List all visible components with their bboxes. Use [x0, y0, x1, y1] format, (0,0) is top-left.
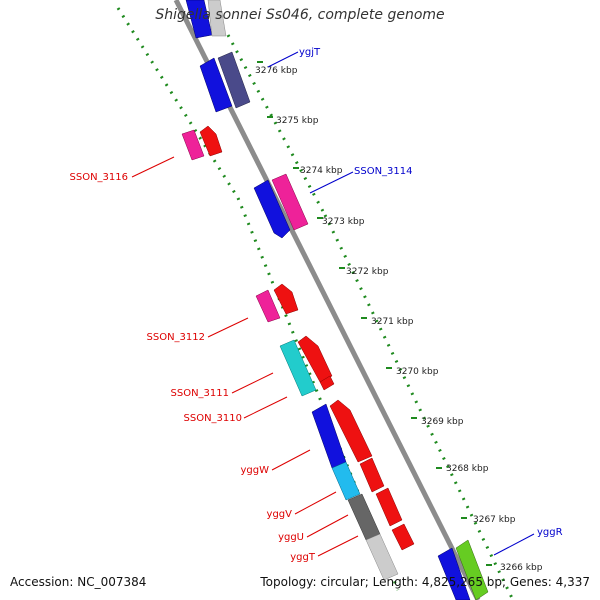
gene-red-3116[interactable]: [199, 125, 223, 157]
tick-label-3270: 3270 kbp: [396, 367, 439, 377]
accession-label: Accession: NC_007384: [10, 575, 147, 589]
gene-sky-yggV[interactable]: [331, 461, 361, 501]
gene-label-yggR: yggR: [537, 527, 563, 538]
tick-label-3274: 3274 kbp: [300, 166, 343, 176]
gene-red-3110[interactable]: [319, 375, 335, 391]
gene-red-yggV[interactable]: [359, 457, 385, 493]
gene-top-silver[interactable]: [207, 0, 227, 37]
tick-label-3276: 3276 kbp: [255, 66, 298, 76]
reverse-strand-genes: [181, 125, 415, 551]
tick-label-3266: 3266 kbp: [500, 563, 543, 573]
genome-title: Shigella sonnei Ss046, complete genome: [155, 7, 445, 23]
gene-red-yggW[interactable]: [329, 399, 373, 463]
gene-label-yggT: yggT: [290, 552, 316, 563]
tick-label-3272: 3272 kbp: [346, 267, 389, 277]
tick-marks: [257, 61, 492, 566]
gene-label-SSON_3116: SSON_3116: [70, 172, 129, 183]
gene-label-SSON_3112: SSON_3112: [147, 332, 206, 343]
gene-blue-yggR[interactable]: [437, 547, 471, 600]
gene-cyan-3111[interactable]: [279, 339, 317, 397]
gene-gray-yggU[interactable]: [347, 493, 381, 541]
tick-label-3271: 3271 kbp: [371, 317, 414, 327]
tick-label-3273: 3273 kbp: [322, 217, 365, 227]
gene-red-yggU[interactable]: [375, 487, 403, 527]
gene-label-yggU: yggU: [278, 532, 304, 543]
gene-red-3112[interactable]: [273, 283, 299, 315]
gene-red-yggT[interactable]: [391, 523, 415, 551]
tick-label-3275: 3275 kbp: [276, 116, 319, 126]
tick-label-3269: 3269 kbp: [421, 417, 464, 427]
gene-label-ygjT: ygjT: [299, 47, 321, 58]
gene-navy-3276[interactable]: [217, 51, 251, 109]
gene-label-yggW: yggW: [240, 465, 269, 476]
topology-label: Topology: circular; Length: 4,825,265 bp…: [260, 575, 590, 589]
gene-label-SSON_3110: SSON_3110: [184, 413, 243, 424]
gene-blue-3276[interactable]: [199, 57, 233, 113]
gene-red-3111[interactable]: [297, 335, 333, 383]
label-leaders: [131, 51, 535, 557]
gene-silver-yggT[interactable]: [365, 533, 399, 581]
gene-magenta-3274[interactable]: [271, 173, 309, 231]
forward-strand-genes: [185, 0, 489, 600]
gene-label-SSON_3114: SSON_3114: [354, 166, 413, 177]
outer-dotted-track-upper: [116, 7, 240, 199]
gene-label-yggV: yggV: [267, 509, 293, 520]
gene-lime-yggR[interactable]: [455, 539, 489, 600]
tick-label-3268: 3268 kbp: [446, 464, 489, 474]
gene-label-SSON_3111: SSON_3111: [171, 388, 230, 399]
gene-blue-3274[interactable]: [253, 179, 291, 239]
tick-label-3267: 3267 kbp: [473, 515, 516, 525]
gene-magenta-3112[interactable]: [255, 289, 281, 323]
gene-magenta-3116[interactable]: [181, 129, 205, 161]
